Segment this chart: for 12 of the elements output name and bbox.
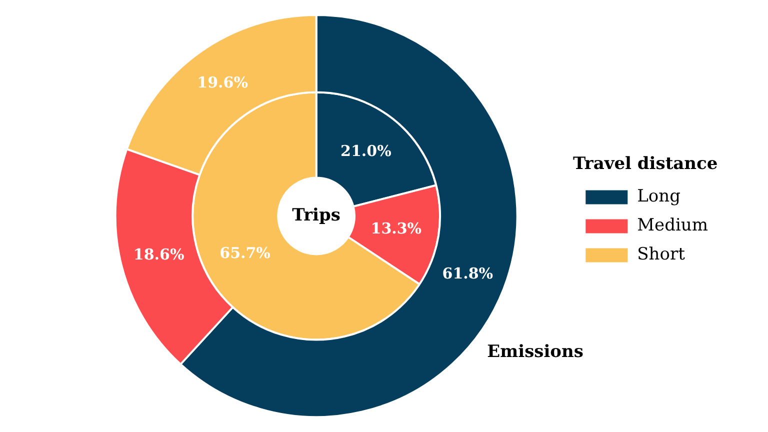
data-label: 18.6%	[133, 245, 184, 264]
data-label: 13.3%	[370, 219, 422, 238]
legend-title: Travel distance	[572, 154, 718, 174]
data-label: 61.8%	[442, 264, 494, 283]
legend-label: Short	[637, 244, 686, 265]
data-label: 65.7%	[220, 244, 270, 262]
slice-label: Trips	[292, 205, 340, 226]
data-label: 21.0%	[340, 142, 392, 160]
legend-label: Long	[637, 186, 681, 207]
data-label: 19.6%	[197, 73, 248, 92]
legend-label: Medium	[637, 216, 708, 236]
slice-label: Emissions	[487, 342, 584, 362]
